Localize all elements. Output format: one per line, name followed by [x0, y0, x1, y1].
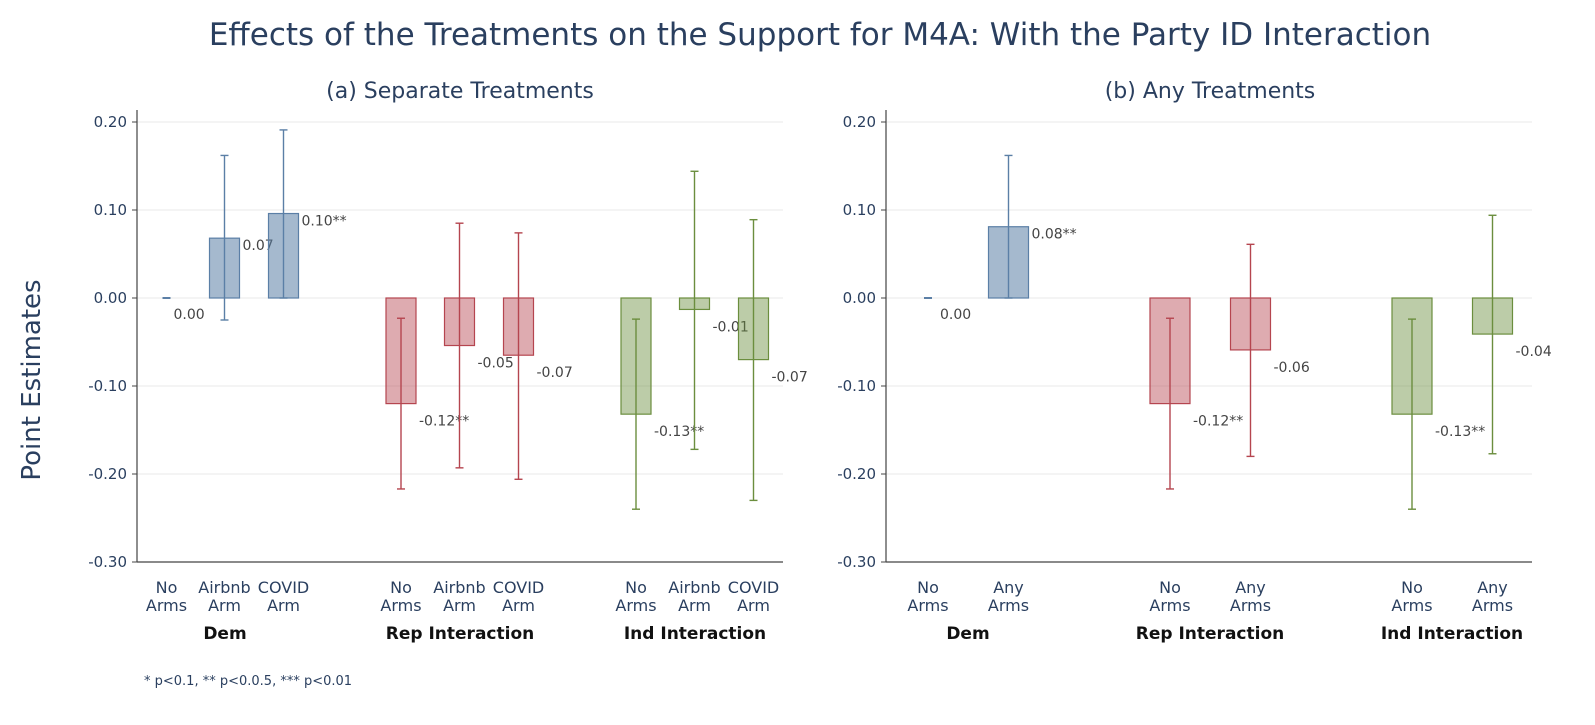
x-tick-label: Arms	[1472, 596, 1513, 615]
data-label: 0.00	[174, 307, 205, 323]
panel-title: (a) Separate Treatments	[326, 79, 594, 104]
x-tick-label: No	[1401, 578, 1423, 597]
data-label: -0.06	[1274, 360, 1310, 376]
x-tick-label: Airbnb	[198, 578, 250, 597]
x-tick-label: Arm	[267, 596, 300, 615]
y-tick-label: 0.00	[94, 289, 127, 307]
x-tick-label: Arms	[380, 596, 421, 615]
y-tick-label: 0.10	[94, 201, 127, 219]
data-label: -0.13**	[1435, 424, 1485, 440]
group-label: Rep Interaction	[1136, 624, 1284, 644]
data-label: -0.07	[772, 370, 808, 386]
panel-any-treatments: (b) Any Treatments 0.20 0.10 0.00 -0.10 -0.20…	[837, 79, 1552, 644]
x-tick-label: COVID	[493, 578, 544, 597]
group-label: Ind Interaction	[624, 624, 766, 644]
group-label: Ind Interaction	[1381, 624, 1523, 644]
data-label: 0.10**	[302, 214, 347, 230]
y-tick-label: -0.10	[837, 377, 876, 395]
x-tick-label: COVID	[258, 578, 309, 597]
data-label: 0.00	[940, 307, 971, 323]
data-label: -0.07	[537, 365, 573, 381]
group-label: Rep Interaction	[386, 624, 534, 644]
y-axis-label: Point Estimates	[17, 279, 47, 480]
y-tick-label: -0.10	[88, 377, 127, 395]
x-tick-label: Arm	[502, 596, 535, 615]
y-tick-label: -0.20	[837, 465, 876, 483]
x-tick-label: Arms	[907, 596, 948, 615]
x-tick-label: Arms	[146, 596, 187, 615]
x-tick-label: No	[156, 578, 178, 597]
y-tick-label: 0.00	[843, 289, 876, 307]
y-tick-label: -0.30	[88, 553, 127, 571]
group-label: Dem	[946, 624, 989, 644]
x-tick-label: No	[390, 578, 412, 597]
y-tick-label: 0.10	[843, 201, 876, 219]
y-tick-label: 0.20	[94, 113, 127, 131]
x-tick-label: Arm	[443, 596, 476, 615]
x-tick-label: Arms	[615, 596, 656, 615]
data-label: -0.04	[1516, 344, 1552, 360]
panel-title: (b) Any Treatments	[1105, 79, 1316, 104]
x-tick-label: Airbnb	[433, 578, 485, 597]
chart-title: Effects of the Treatments on the Support…	[209, 17, 1431, 53]
panel-separate-treatments: (a) Separate Treatments 0.20 0.10 0.00 -0.10…	[88, 79, 808, 644]
x-tick-label: Arm	[208, 596, 241, 615]
x-tick-label: Arms	[1391, 596, 1432, 615]
data-label: -0.12**	[419, 414, 469, 430]
data-label: 0.08**	[1032, 227, 1077, 243]
x-tick-label: Arms	[1149, 596, 1190, 615]
x-tick-label: No	[1159, 578, 1181, 597]
significance-footnote: * p<0.1, ** p<0.0.5, *** p<0.01	[144, 674, 352, 689]
x-tick-label: Any	[993, 578, 1024, 597]
x-tick-label: Any	[1235, 578, 1266, 597]
x-tick-label: Arm	[678, 596, 711, 615]
x-tick-label: Arm	[737, 596, 770, 615]
data-label: -0.13**	[654, 424, 704, 440]
x-tick-label: Any	[1477, 578, 1508, 597]
x-tick-label: Airbnb	[668, 578, 720, 597]
data-label: -0.12**	[1193, 414, 1243, 430]
x-tick-label: No	[625, 578, 647, 597]
y-tick-label: 0.20	[843, 113, 876, 131]
y-tick-label: -0.20	[88, 465, 127, 483]
x-tick-label: Arms	[988, 596, 1029, 615]
y-tick-label: -0.30	[837, 553, 876, 571]
x-tick-label: Arms	[1230, 596, 1271, 615]
group-label: Dem	[203, 624, 246, 644]
data-label: -0.05	[478, 356, 514, 372]
x-tick-label: COVID	[728, 578, 779, 597]
x-tick-label: No	[917, 578, 939, 597]
data-label: 0.07	[243, 238, 274, 254]
data-label: -0.01	[713, 319, 749, 335]
